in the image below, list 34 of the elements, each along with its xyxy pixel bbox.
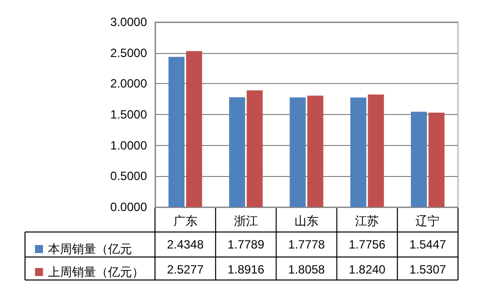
y-tick-label: 2.0000 bbox=[110, 76, 148, 91]
y-tick-label: 1.5000 bbox=[110, 108, 148, 122]
bar bbox=[186, 51, 202, 207]
bar bbox=[246, 90, 263, 207]
data-label: 1.5307 bbox=[409, 262, 446, 276]
x-tick-label: 江苏 bbox=[355, 214, 380, 228]
data-label: 1.7756 bbox=[348, 238, 386, 252]
y-tick-label: 0.0000 bbox=[110, 200, 148, 214]
data-label: 1.7778 bbox=[288, 238, 326, 252]
bar bbox=[229, 97, 246, 207]
x-tick-label: 山东 bbox=[294, 214, 318, 228]
x-tick-label: 浙江 bbox=[234, 214, 258, 228]
data-label: 2.5277 bbox=[166, 262, 204, 276]
x-tick-label: 辽宁 bbox=[416, 214, 440, 228]
bar bbox=[290, 97, 306, 207]
y-tick-label: 3.0000 bbox=[110, 15, 148, 29]
legend-label: 本周销量（亿元 bbox=[48, 242, 132, 256]
bar bbox=[428, 112, 444, 207]
bar bbox=[307, 96, 324, 207]
bar bbox=[168, 56, 184, 207]
bar bbox=[350, 98, 366, 207]
data-label: 1.8916 bbox=[228, 262, 265, 276]
data-label: 2.4348 bbox=[166, 238, 204, 252]
y-tick-label: 2.5000 bbox=[110, 46, 148, 60]
data-label: 1.8058 bbox=[288, 262, 326, 276]
legend-label: 上周销量（亿元） bbox=[48, 265, 144, 279]
data-label: 1.7789 bbox=[228, 238, 265, 252]
y-tick-label: 1.0000 bbox=[110, 138, 148, 152]
data-label: 1.5447 bbox=[409, 238, 446, 252]
bar bbox=[410, 112, 427, 207]
y-tick-label: 0.5000 bbox=[110, 169, 148, 184]
bar bbox=[368, 94, 384, 207]
x-tick-label: 广东 bbox=[173, 214, 198, 228]
data-label: 1.8240 bbox=[348, 262, 386, 276]
